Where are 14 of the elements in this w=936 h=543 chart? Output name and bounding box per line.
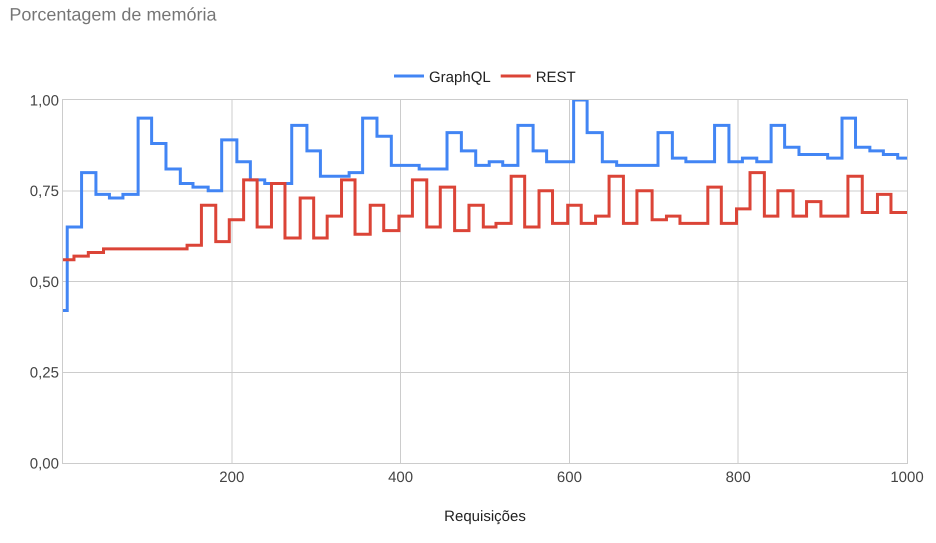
y-tick-label: 0,50 <box>30 274 59 291</box>
y-tick-label: 0,75 <box>30 183 59 200</box>
y-tick-label: 0,00 <box>30 455 59 472</box>
x-tick-label: 800 <box>726 469 751 486</box>
x-tick-label: 400 <box>388 469 414 486</box>
x-tick-label: 600 <box>556 469 582 486</box>
y-tick-label: 0,25 <box>30 364 59 382</box>
legend-label: REST <box>536 68 576 86</box>
x-axis-title: Requisições <box>444 508 526 525</box>
chart-title: Porcentagem de memória <box>9 4 218 25</box>
legend-label: GraphQL <box>429 68 491 86</box>
x-tick-label: 200 <box>219 469 244 486</box>
x-tick-label: 1000 <box>890 469 924 486</box>
y-tick-label: 1,00 <box>30 92 59 110</box>
